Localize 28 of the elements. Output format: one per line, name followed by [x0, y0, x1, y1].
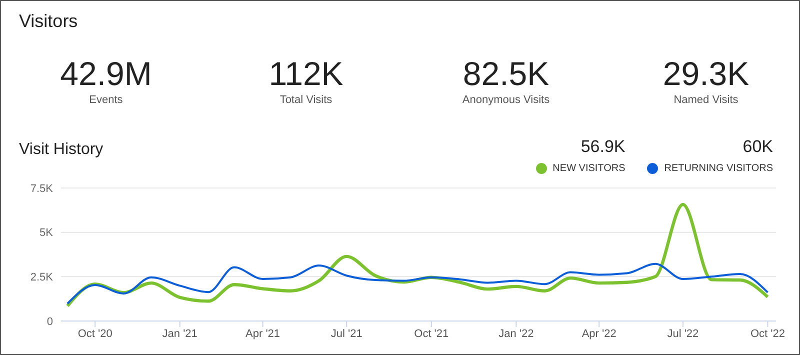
text: 112K [268, 55, 344, 92]
line-series [66, 262, 769, 305]
x-tick-label: Oct '22 [750, 328, 785, 340]
x-tick-label: Apr '21 [246, 328, 280, 340]
text: Anonymous Visits [461, 94, 551, 106]
text: 56.9K [580, 137, 626, 156]
legend-label: RETURNING VISITORS [663, 163, 773, 174]
legend-label: NEW VISITORS [552, 163, 626, 174]
y-tick-label: 2.5K [30, 272, 54, 284]
text: Events [88, 94, 124, 106]
x-tick-label: Oct '20 [78, 328, 112, 340]
text: 60K [742, 137, 773, 156]
text: 29.3K [662, 55, 750, 92]
y-tick-label: 5K [40, 227, 54, 240]
text: Visitors [19, 11, 78, 32]
x-tick-label: Oct '21 [414, 328, 449, 340]
y-tick-label: 7.5K [30, 182, 54, 195]
text: 42.9M [59, 55, 153, 92]
x-tick-label: Jan '22 [498, 328, 534, 340]
x-tick-label: Jul '21 [330, 328, 362, 340]
x-tick-label: Apr '22 [582, 328, 616, 340]
text: Named Visits [672, 94, 740, 106]
x-tick-label: Jan '21 [162, 328, 198, 340]
chart-title: Visit History [19, 141, 104, 159]
text: 82.5K [462, 55, 550, 92]
y-tick-label: 0 [46, 316, 53, 328]
text: Total Visits [278, 94, 334, 106]
x-tick-label: Jul '22 [667, 328, 699, 340]
